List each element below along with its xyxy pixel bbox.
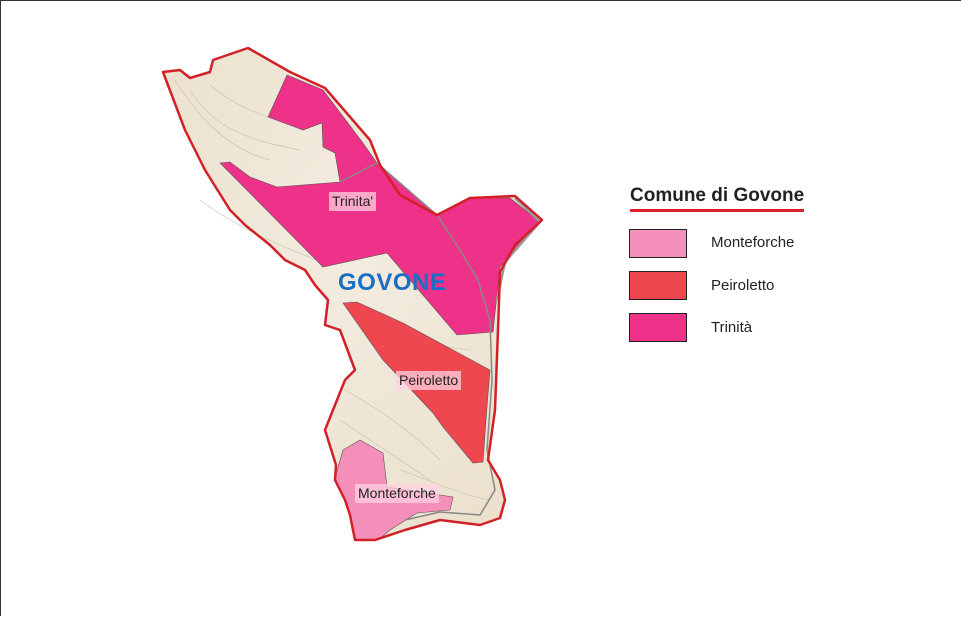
legend-swatch-peiroletto <box>629 271 687 300</box>
municipality-border <box>161 46 544 542</box>
legend-swatch-trinita <box>629 313 687 342</box>
zone-trinita[interactable] <box>219 74 541 336</box>
legend-title: Comune di Govone <box>630 185 805 212</box>
river <box>495 197 542 301</box>
zone-label-peiroletto: Peiroletto <box>396 371 462 390</box>
legend-label-monteforche: Monteforche <box>711 234 795 251</box>
town-label: GOVONE <box>338 269 447 296</box>
legend-label-peiroletto: Peiroletto <box>711 277 775 294</box>
zone-label-monteforche: Monteforche <box>355 484 439 503</box>
road <box>339 162 496 521</box>
zone-label-trinita: Trinita' <box>329 192 377 211</box>
legend-swatch-monteforche <box>629 229 687 258</box>
legend-label-trinita: Trinità <box>711 319 753 336</box>
